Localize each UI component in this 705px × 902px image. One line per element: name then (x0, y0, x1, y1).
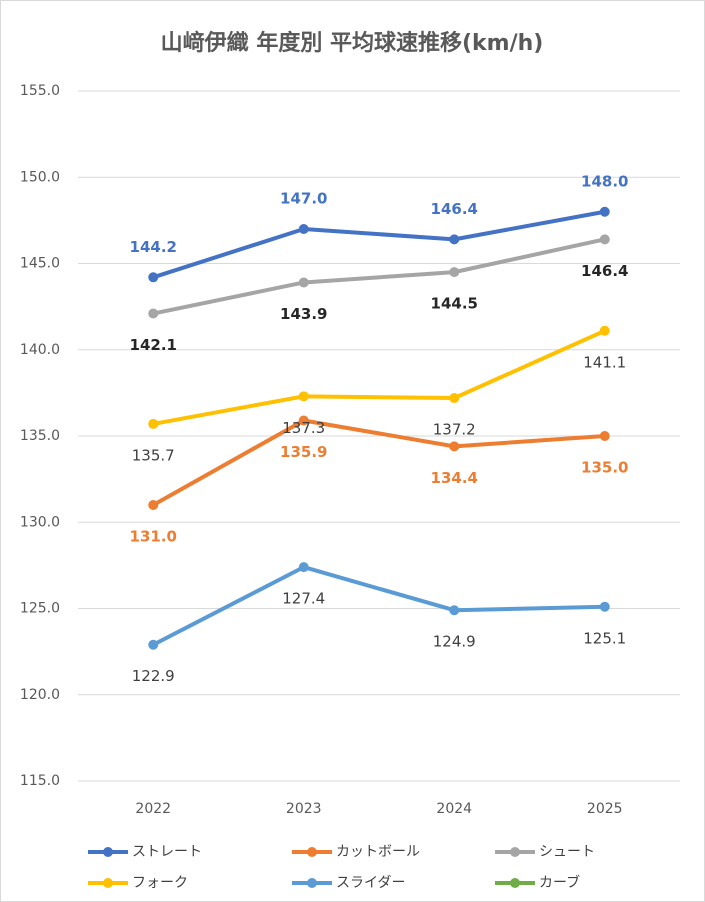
data-label: 124.9 (433, 633, 476, 651)
point (148, 500, 159, 510)
legend-label: カーブ (539, 874, 580, 891)
data-label: 148.0 (581, 172, 628, 190)
series-line (152, 209, 606, 280)
point (148, 308, 159, 319)
legend-marker (307, 847, 317, 857)
point (449, 234, 460, 245)
chart-title: 山﨑伊織 年度別 平均球速推移(km/h) (161, 30, 544, 56)
legend-label: フォーク (132, 875, 188, 891)
point (298, 224, 309, 234)
point (599, 206, 610, 217)
x-tick-label: 2023 (286, 801, 322, 817)
data-label: 144.5 (431, 295, 478, 313)
data-label: 127.4 (282, 590, 325, 608)
point (449, 605, 460, 616)
point (148, 639, 159, 650)
data-label: 146.4 (431, 200, 478, 218)
data-label: 146.4 (581, 262, 628, 280)
data-label: 135.9 (280, 443, 327, 461)
data-label: 131.0 (130, 528, 177, 546)
series-line (152, 418, 605, 507)
legend-label: シュート (539, 844, 595, 860)
point (599, 431, 610, 441)
point (599, 234, 610, 245)
point (449, 441, 460, 452)
point (449, 393, 460, 404)
point (599, 325, 610, 336)
point (298, 415, 309, 426)
data-label: 137.3 (282, 419, 325, 437)
y-tick-label: 120.0 (20, 687, 60, 703)
data-label: 122.9 (132, 667, 175, 685)
point (298, 391, 309, 402)
data-label: 134.4 (431, 469, 478, 487)
data-label: 143.9 (280, 305, 327, 323)
legend-marker (510, 847, 520, 857)
data-label: 137.2 (433, 421, 476, 439)
data-label: 142.1 (130, 336, 177, 354)
data-label: 135.0 (581, 459, 628, 477)
point (298, 277, 309, 288)
point (148, 418, 159, 429)
data-label: 125.1 (583, 629, 626, 647)
legend-label: カットボール (336, 844, 420, 860)
series-line (152, 565, 605, 647)
point (298, 562, 309, 573)
series-line (152, 328, 606, 426)
legend-label: ストレート (132, 844, 202, 860)
legend-marker (510, 878, 520, 888)
legend-label: スライダー (336, 875, 405, 891)
y-tick-label: 145.0 (20, 256, 60, 272)
point (449, 267, 460, 278)
y-tick-label: 155.0 (20, 83, 60, 99)
y-tick-label: 150.0 (20, 169, 60, 185)
data-label: 141.1 (583, 353, 626, 371)
y-tick-label: 130.0 (20, 514, 60, 530)
data-label: 135.7 (132, 446, 175, 464)
x-tick-label: 2025 (587, 801, 623, 817)
legend-marker (103, 878, 113, 888)
x-tick-label: 2022 (135, 801, 171, 817)
data-label: 147.0 (280, 190, 327, 208)
y-tick-label: 140.0 (20, 342, 60, 358)
legend-marker (103, 847, 113, 857)
point (148, 272, 159, 283)
point (599, 601, 610, 612)
series-line (152, 237, 606, 316)
x-tick-label: 2024 (436, 801, 472, 817)
legend-marker (307, 878, 317, 888)
y-tick-label: 125.0 (20, 601, 60, 617)
y-tick-label: 135.0 (20, 428, 60, 444)
data-label: 144.2 (130, 238, 177, 256)
y-tick-label: 115.0 (20, 773, 60, 789)
